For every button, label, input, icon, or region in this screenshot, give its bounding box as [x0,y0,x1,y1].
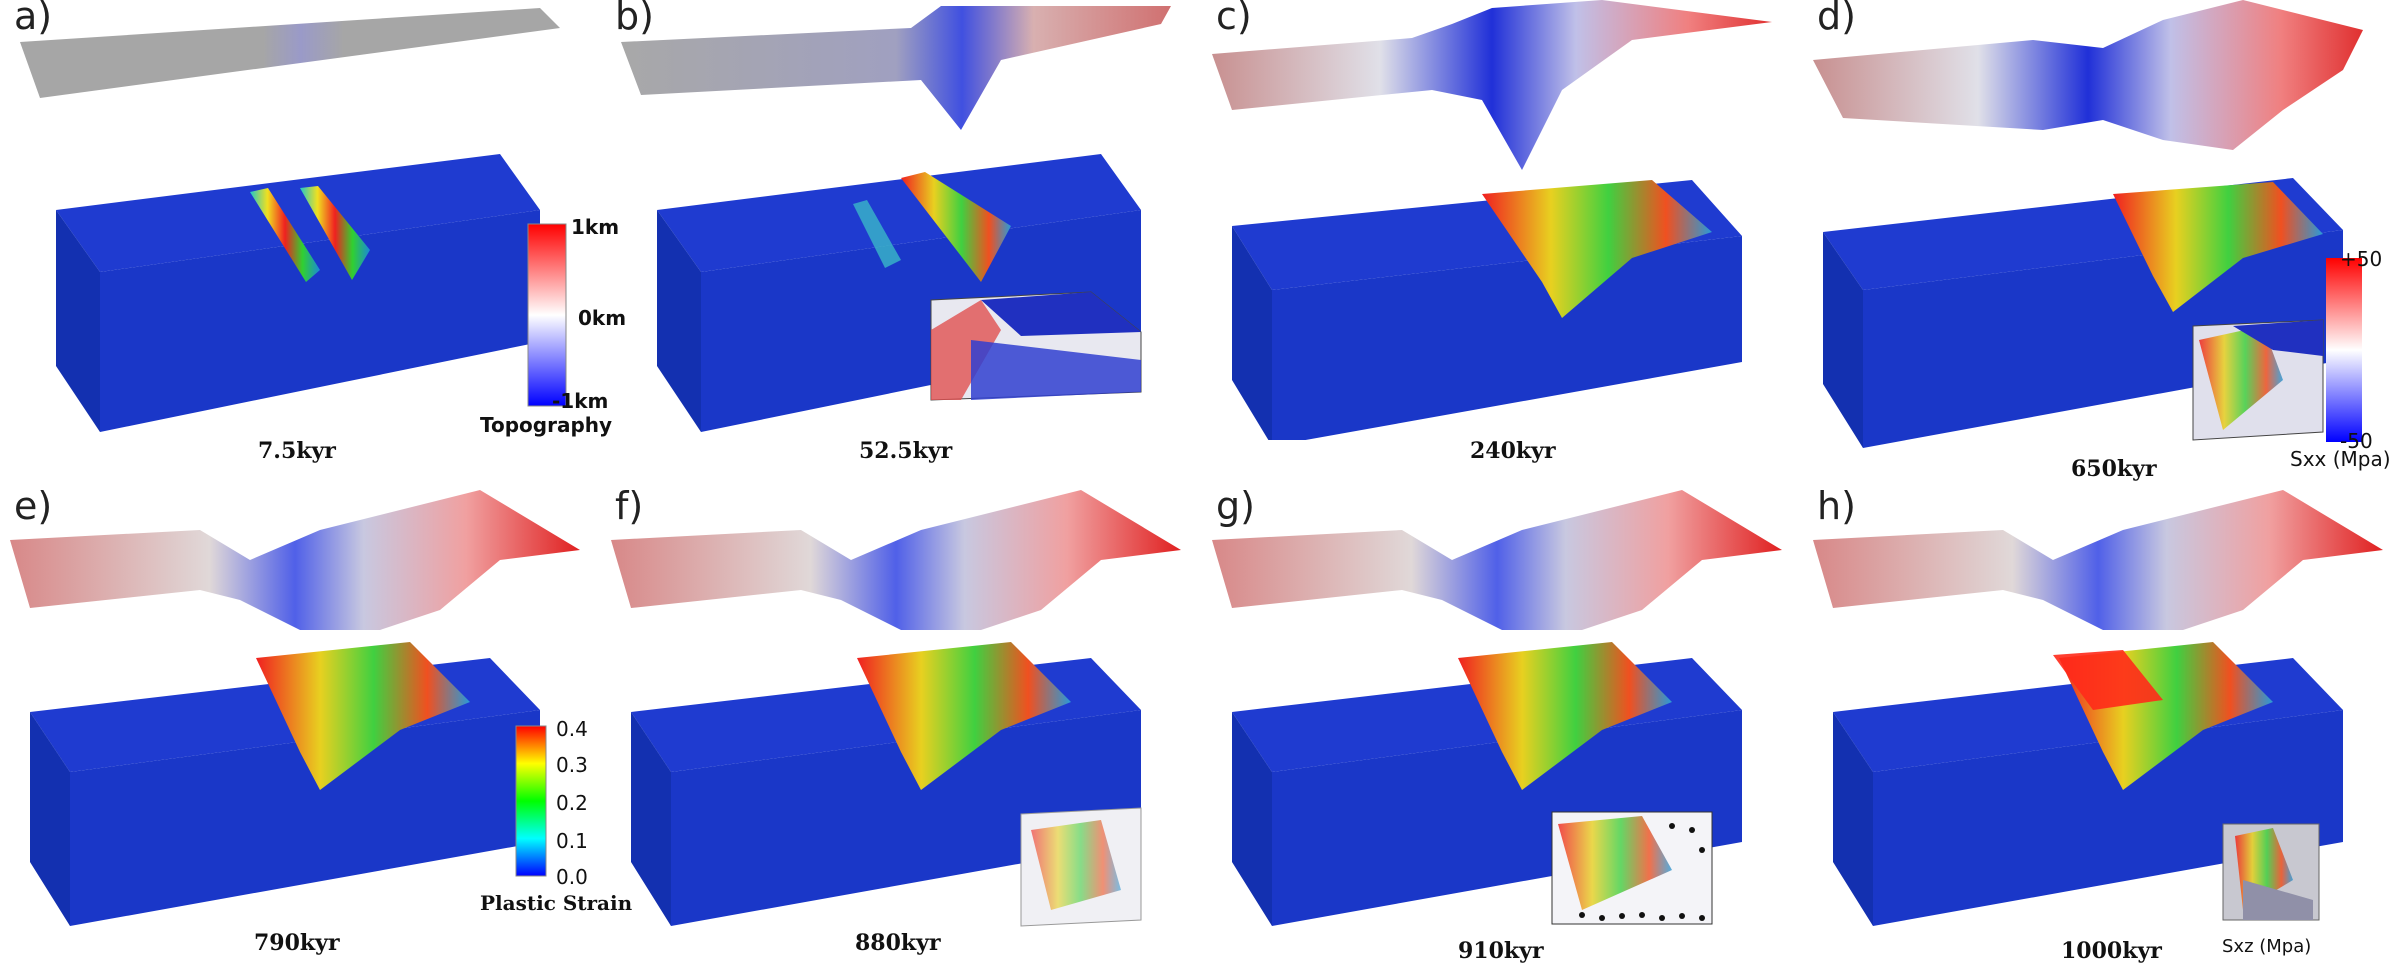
model-scene [611,490,1181,927]
time-label: 240kyr [1470,438,1556,464]
panel-a: a) 7.5kyr [0,0,601,490]
model-scene [1212,490,1782,926]
panel-letter: h) [1817,484,1856,528]
model-scene [1813,0,2363,448]
time-label: 910kyr [1458,938,1544,964]
panel-letter: e) [14,484,53,528]
panel-h: h) 1000kyr [1803,484,2404,980]
model-scene [1212,0,1772,440]
panel-letter: c) [1216,0,1252,38]
model-scene [1813,490,2383,926]
time-label: 52.5kyr [859,438,953,464]
model-scene [621,6,1171,432]
time-label: 1000kyr [2061,938,2162,964]
time-label: 650kyr [2071,456,2157,482]
panel-c: c) 240kyr [1202,0,1803,490]
panel-g: g) 910kyr [1202,484,1803,980]
time-label: 7.5kyr [258,438,336,464]
panel-f: f) 880kyr [601,484,1202,980]
panel-letter: f) [615,484,644,528]
panel-b: b) 52.5kyr [601,0,1202,490]
panel-letter: d) [1817,0,1856,38]
model-scene [10,490,580,926]
panel-letter: a) [14,0,53,38]
panel-d: d) 650kyr [1803,0,2404,490]
model-scene [20,8,560,432]
panel-letter: g) [1216,484,1255,528]
panel-e: e) 790kyr [0,484,601,980]
time-label: 880kyr [855,930,941,956]
panel-letter: b) [615,0,654,38]
time-label: 790kyr [254,930,340,956]
